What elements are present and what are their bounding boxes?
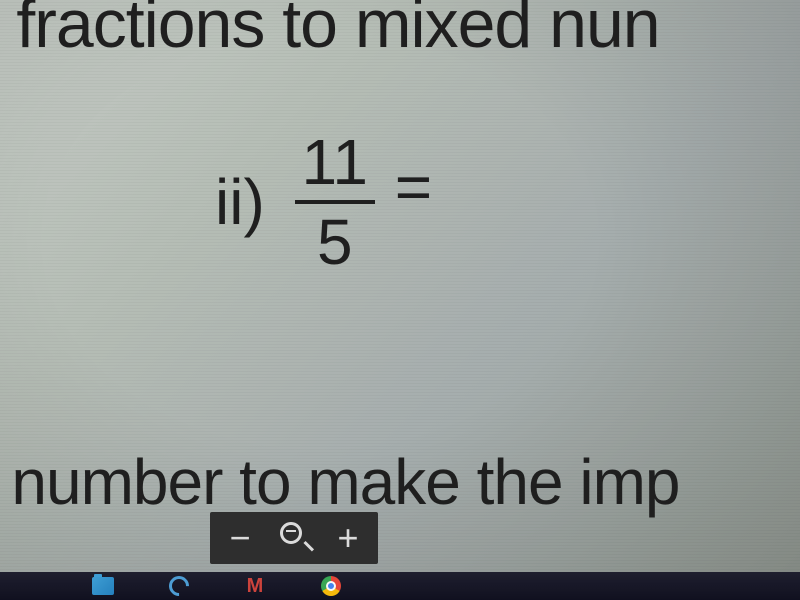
- chrome-browser-icon[interactable]: [318, 575, 344, 597]
- zoom-in-button[interactable]: +: [330, 520, 366, 556]
- fraction: 11 5: [295, 130, 375, 274]
- worksheet-bottom-text: d number to make the imp: [0, 445, 679, 519]
- worksheet-top-text: er fractions to mixed nun: [0, 0, 660, 63]
- problem-label: ii): [215, 165, 265, 239]
- file-explorer-icon[interactable]: [90, 575, 116, 597]
- denominator: 5: [317, 206, 353, 274]
- gmail-icon[interactable]: M: [242, 575, 268, 597]
- zoom-reset-button[interactable]: [276, 522, 312, 554]
- magnify-minus-icon: [278, 522, 310, 554]
- numerator: 11: [302, 130, 368, 198]
- zoom-out-button[interactable]: −: [222, 520, 258, 556]
- pdf-zoom-toolbar: − +: [210, 512, 378, 564]
- screen-photo-surface: er fractions to mixed nun ii) 11 5 = d n…: [0, 0, 800, 600]
- fraction-problem: ii) 11 5 =: [215, 130, 432, 274]
- edge-browser-icon[interactable]: [166, 575, 192, 597]
- equals-sign: =: [395, 150, 432, 224]
- fraction-bar: [295, 200, 375, 204]
- windows-taskbar: M: [0, 572, 800, 600]
